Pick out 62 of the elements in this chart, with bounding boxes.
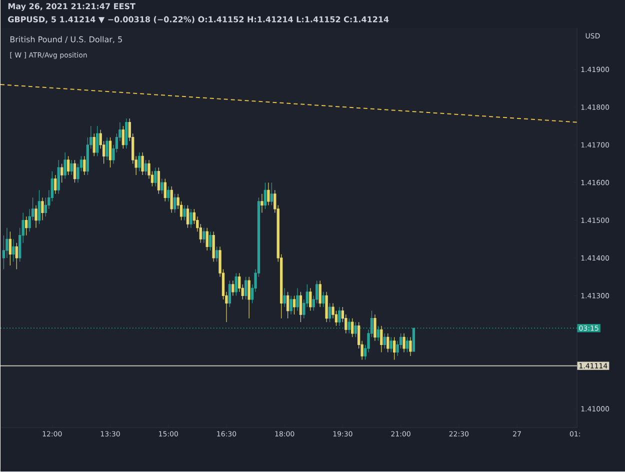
candlestick bbox=[83, 156, 86, 176]
candlestick bbox=[106, 137, 108, 160]
candlestick bbox=[376, 326, 380, 342]
candlestick bbox=[402, 333, 406, 353]
candlestick bbox=[173, 194, 176, 214]
candlestick bbox=[264, 182, 267, 210]
candlestick bbox=[54, 174, 57, 194]
candlestick bbox=[12, 239, 15, 262]
candlestick bbox=[66, 156, 70, 176]
candlestick bbox=[170, 186, 173, 214]
candlestick bbox=[24, 216, 28, 236]
candlestick bbox=[186, 205, 190, 228]
candlestick bbox=[141, 152, 144, 176]
candlestick bbox=[232, 280, 234, 296]
candlestick bbox=[290, 296, 292, 316]
candlestick bbox=[283, 288, 286, 308]
candlestick bbox=[318, 280, 322, 308]
candlestick bbox=[34, 205, 38, 228]
candlestick bbox=[374, 314, 376, 342]
candlestick bbox=[292, 296, 296, 316]
candlestick bbox=[190, 208, 192, 228]
candlestick bbox=[160, 178, 164, 194]
candlestick bbox=[328, 303, 332, 323]
candlestick bbox=[354, 322, 357, 338]
candlestick bbox=[164, 178, 166, 202]
candlestick bbox=[206, 228, 208, 251]
candlestick bbox=[409, 337, 412, 357]
candlestick bbox=[248, 276, 250, 319]
candlestick bbox=[154, 167, 157, 187]
candlestick bbox=[60, 164, 64, 184]
candlestick bbox=[167, 186, 170, 202]
candlestick bbox=[15, 242, 18, 270]
candlestick bbox=[144, 160, 148, 176]
candlestick bbox=[322, 292, 325, 308]
candlestick bbox=[202, 228, 206, 244]
candlestick bbox=[386, 333, 390, 353]
candlestick bbox=[380, 326, 383, 353]
candlestick bbox=[70, 160, 73, 176]
candlestick bbox=[270, 182, 273, 206]
candlestick bbox=[393, 337, 396, 360]
candlestick bbox=[212, 231, 215, 262]
candlestick bbox=[338, 306, 341, 326]
candlestick bbox=[348, 318, 350, 334]
candlestick bbox=[325, 292, 328, 323]
candlestick bbox=[296, 288, 299, 312]
candlestick bbox=[41, 198, 44, 221]
candlestick bbox=[406, 337, 409, 353]
candlestick bbox=[8, 231, 12, 266]
candlestick bbox=[383, 333, 386, 349]
candlestick bbox=[260, 194, 264, 214]
candlestick bbox=[125, 118, 128, 150]
candlestick bbox=[38, 190, 41, 225]
candlestick bbox=[309, 288, 312, 312]
candlestick bbox=[64, 152, 66, 180]
candlestick bbox=[286, 292, 290, 319]
candlestick bbox=[390, 337, 392, 353]
candlestick bbox=[215, 246, 218, 262]
candlestick bbox=[57, 160, 60, 194]
candlestick bbox=[208, 231, 212, 251]
candlestick bbox=[267, 182, 270, 206]
candlestick bbox=[138, 152, 141, 172]
candlestick bbox=[183, 205, 186, 221]
